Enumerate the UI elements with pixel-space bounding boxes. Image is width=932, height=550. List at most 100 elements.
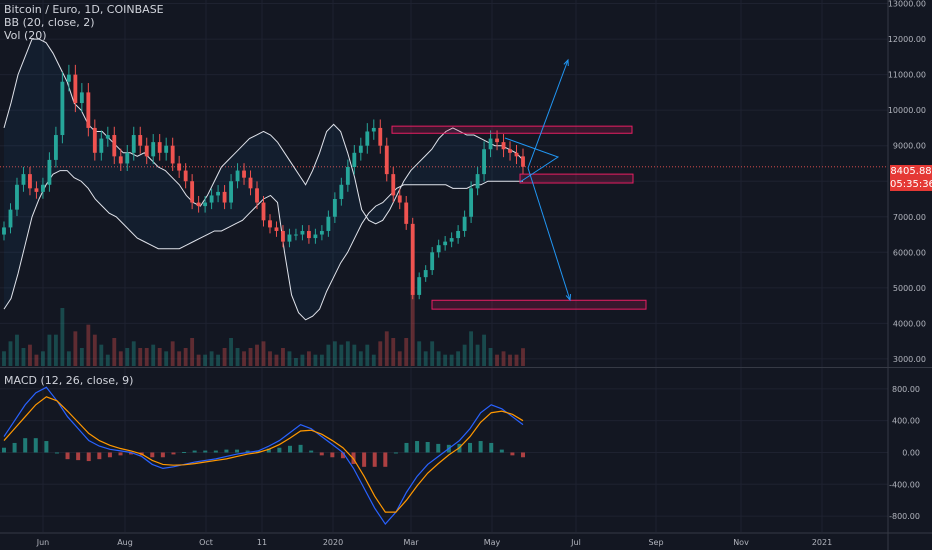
volume-bar xyxy=(501,351,506,366)
candle-body xyxy=(313,234,318,239)
candle-body xyxy=(151,142,156,157)
candle-body xyxy=(371,127,376,132)
macd-y-tick-label: -800.00 xyxy=(889,512,920,521)
volume-bar xyxy=(2,351,6,366)
projection-arrow[interactable] xyxy=(527,59,569,169)
candles xyxy=(2,64,525,300)
macd-pane xyxy=(2,386,525,526)
bollinger-bands xyxy=(3,38,524,321)
volume-bar xyxy=(73,331,78,366)
volume-bar xyxy=(365,344,370,366)
candle-body xyxy=(423,270,428,278)
volume-bar xyxy=(313,354,318,366)
macd-histogram-bar xyxy=(97,452,102,460)
x-tick-label: 2021 xyxy=(812,538,832,547)
volume-bar xyxy=(274,354,279,366)
vol-indicator-label[interactable]: Vol (20) xyxy=(4,29,47,42)
volume-bar xyxy=(60,308,65,366)
drawn-arrows[interactable] xyxy=(504,58,572,302)
candle-body xyxy=(164,145,169,153)
x-tick-label: 11 xyxy=(257,538,267,547)
volume-bar xyxy=(345,341,350,366)
candle-body xyxy=(456,230,461,239)
y-tick-label: 11000.00 xyxy=(888,71,926,80)
candle-body xyxy=(118,156,123,164)
candle-body xyxy=(410,223,415,295)
volume-bar xyxy=(151,344,156,366)
candle-body xyxy=(112,135,117,157)
support-resistance-zone[interactable] xyxy=(391,125,633,134)
symbol-title[interactable]: Bitcoin / Euro, 1D, COINBASE xyxy=(4,3,164,16)
band-fill xyxy=(4,39,523,320)
volume-bar xyxy=(495,354,499,366)
candle-body xyxy=(47,159,52,185)
last-price-tag: 8405.88 xyxy=(890,165,932,178)
support-resistance-zone[interactable] xyxy=(431,299,647,310)
macd-histogram-bar xyxy=(372,452,377,467)
macd-histogram-bar xyxy=(65,452,70,460)
y-tick-label: 6000.00 xyxy=(893,248,926,257)
candle-body xyxy=(365,131,370,146)
candle-body xyxy=(475,174,480,189)
macd-histogram-bar xyxy=(489,442,494,453)
volume-bar xyxy=(41,351,45,366)
volume-bar xyxy=(112,338,117,366)
volume-bar xyxy=(469,331,474,366)
drawn-zones[interactable] xyxy=(391,125,647,310)
macd-histogram-bar xyxy=(287,445,292,453)
macd-histogram-bar xyxy=(203,450,208,453)
macd-legend: MACD (12, 26, close, 9) xyxy=(4,374,133,387)
candle-body xyxy=(268,220,272,228)
volume-bar xyxy=(15,334,19,366)
macd-histogram-bar xyxy=(383,452,388,467)
candle-body xyxy=(449,238,454,242)
macd-histogram-bar xyxy=(478,441,483,453)
projection-arrow[interactable] xyxy=(527,167,571,301)
volume-bar xyxy=(21,348,26,366)
volume-bar xyxy=(482,334,486,366)
macd-histogram-bar xyxy=(266,448,271,453)
y-tick-label: 10000.00 xyxy=(888,106,926,115)
volume-bar xyxy=(306,351,311,366)
candle-body xyxy=(248,177,253,189)
signal-line xyxy=(3,396,524,513)
candle-body xyxy=(495,138,499,143)
volume-bar xyxy=(508,354,512,366)
candle-body xyxy=(79,92,84,104)
volume-bar xyxy=(28,344,32,366)
candle-body xyxy=(469,188,474,217)
volume-bar xyxy=(300,354,305,366)
candle-body xyxy=(138,135,143,146)
candle-body xyxy=(397,195,402,203)
candle-body xyxy=(229,181,233,203)
support-resistance-zone[interactable] xyxy=(519,173,634,184)
macd-histogram-bar xyxy=(54,452,59,454)
bb-indicator-label[interactable]: BB (20, close, 2) xyxy=(4,16,95,29)
candle-body xyxy=(319,230,324,235)
volume-bar xyxy=(371,354,376,366)
candle-body xyxy=(436,245,441,253)
y-tick-label: 13000.00 xyxy=(888,0,926,9)
candle-body xyxy=(242,170,246,178)
candle-body xyxy=(34,188,39,192)
candle-body xyxy=(170,145,175,164)
candle-body xyxy=(261,202,266,221)
candle-body xyxy=(92,127,97,153)
x-tick-label: Jul xyxy=(570,538,581,547)
candle-body xyxy=(443,241,448,246)
volume-bar xyxy=(209,351,214,366)
candle-body xyxy=(73,74,78,104)
volume-bar xyxy=(449,354,454,366)
volume-bar xyxy=(118,351,123,366)
macd-indicator-label[interactable]: MACD (12, 26, close, 9) xyxy=(4,374,134,387)
candle-body xyxy=(15,184,19,210)
candle-body xyxy=(255,188,259,203)
candle-body xyxy=(125,152,130,164)
volume-bar xyxy=(488,348,493,366)
candle-body xyxy=(131,135,136,153)
x-tick-label: 2020 xyxy=(323,538,343,547)
candle-body xyxy=(8,209,13,228)
candle-body xyxy=(2,227,6,235)
volume-bar xyxy=(436,351,441,366)
volume-bar xyxy=(157,348,162,366)
